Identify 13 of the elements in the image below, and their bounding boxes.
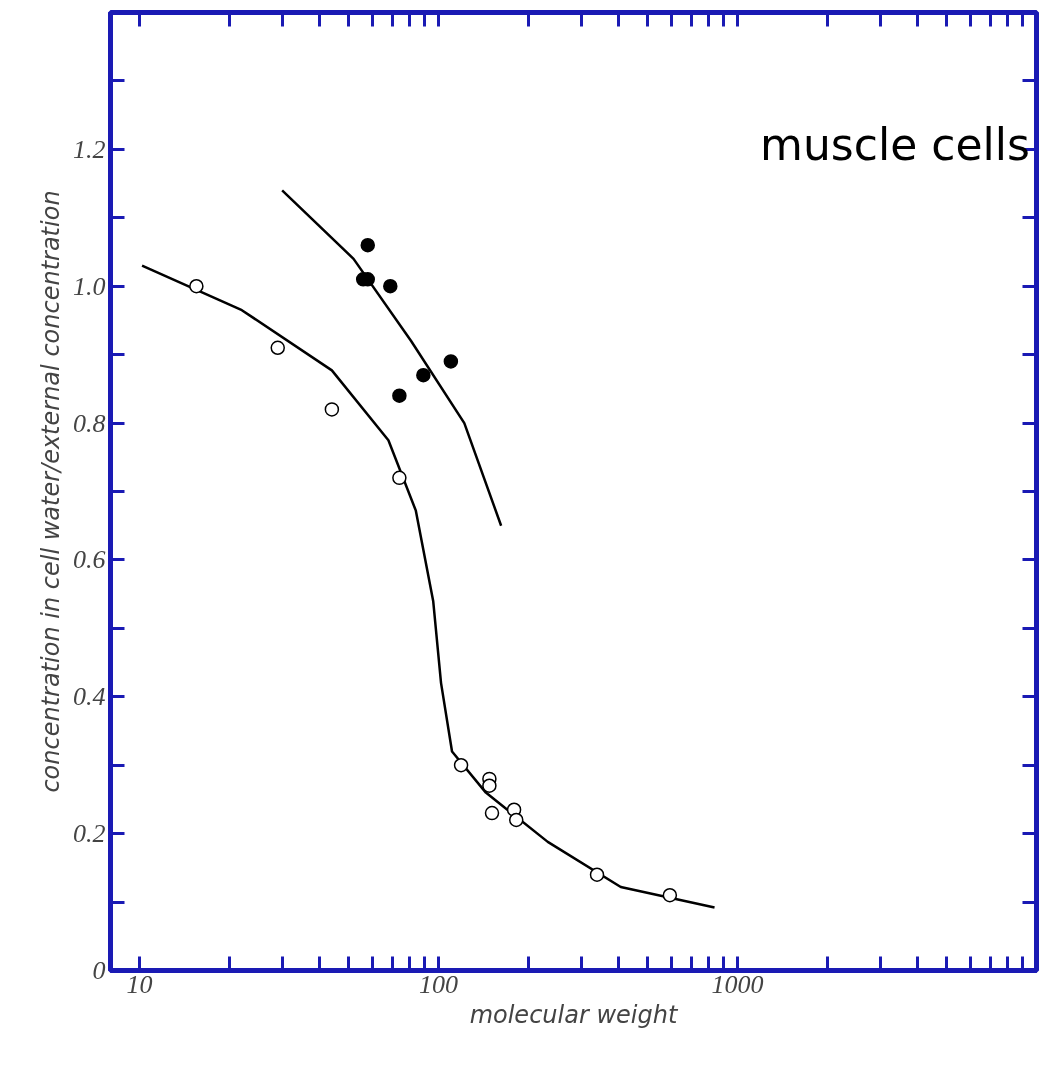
y-tick-label: 0.6 — [73, 545, 106, 575]
x-tick-label: 100 — [418, 969, 458, 999]
y-axis-title: concentration in cell water/external concentration — [37, 190, 65, 793]
x-tick-label: 10 — [126, 969, 153, 999]
y-tick-label: 1.2 — [73, 134, 106, 164]
y-tick-label: 0.2 — [73, 819, 106, 849]
y-tick-label: 0.4 — [73, 682, 106, 712]
y-tick-label: 0 — [92, 956, 106, 985]
x-tick-label: 1000 — [711, 969, 764, 999]
y-tick-label: 1.0 — [73, 271, 106, 301]
y-tick-label: 0.8 — [73, 408, 106, 438]
x-axis-title: molecular weight — [469, 1000, 679, 1029]
annotation: muscle cells — [760, 118, 1030, 170]
